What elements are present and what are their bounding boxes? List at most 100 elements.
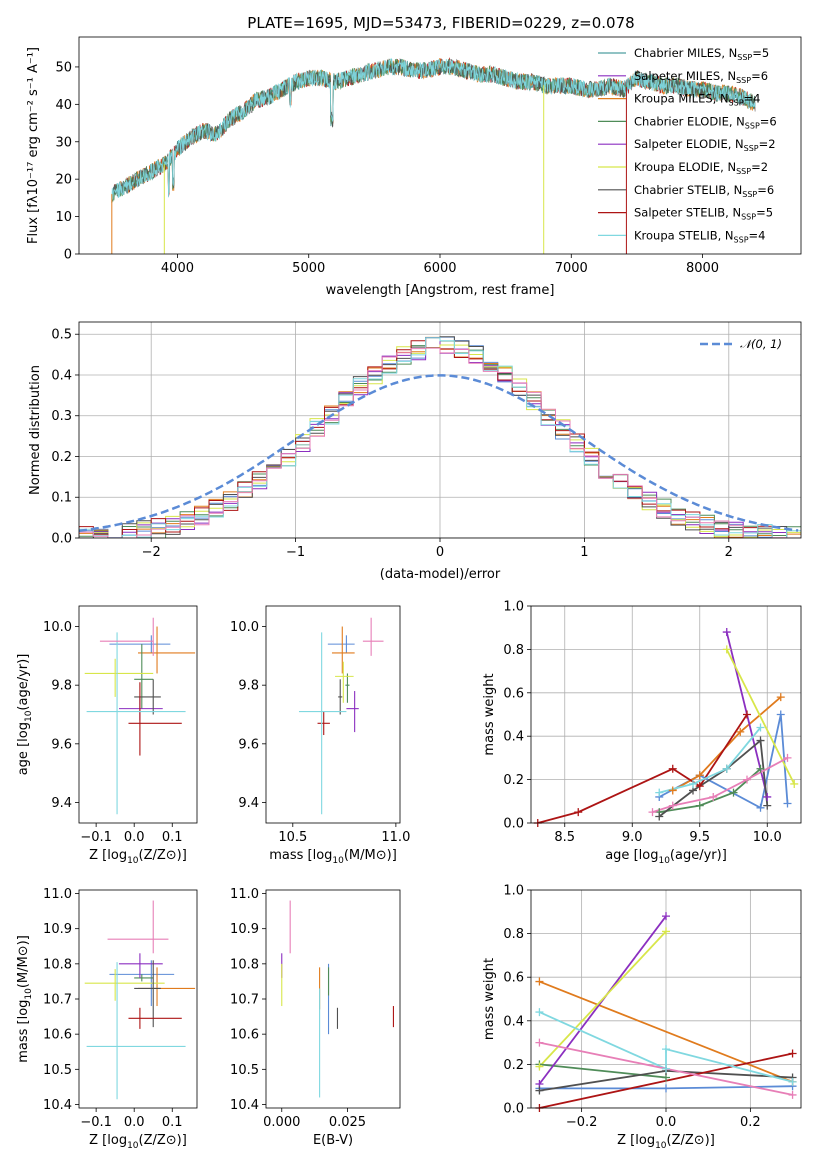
y-tick-label: 10.4 bbox=[230, 1098, 259, 1113]
weight-marker bbox=[756, 764, 765, 773]
weight-marker bbox=[695, 782, 704, 791]
weight-marker bbox=[783, 799, 792, 808]
y-tick-label: 10.7 bbox=[230, 993, 259, 1008]
y-axis-label: mass weight bbox=[482, 958, 497, 1040]
weight-line bbox=[539, 1063, 667, 1079]
plot-area bbox=[111, 57, 756, 254]
weight-marker bbox=[776, 710, 785, 719]
y-tick-label: 0.6 bbox=[503, 686, 524, 701]
weight-marker bbox=[668, 801, 677, 810]
x-tick-label: 0.0 bbox=[656, 1115, 677, 1130]
panel-mass_vs_ebv: 0.000 0.025 10.4 10.5 10.6 10.7 10.8 10.9 11.0 E(… bbox=[230, 887, 401, 1148]
x-axis-label: Z [log10(Z/Z⊙)] bbox=[89, 1133, 187, 1151]
weight-marker bbox=[743, 710, 751, 719]
plot-area bbox=[298, 617, 384, 815]
weight-marker bbox=[662, 912, 670, 921]
x-tick-label: 4000 bbox=[161, 261, 194, 276]
x-tick-label: 0 bbox=[436, 545, 444, 560]
axes-frame bbox=[78, 321, 802, 539]
weight-marker bbox=[655, 812, 664, 821]
y-tick-label: 0.2 bbox=[51, 450, 72, 465]
x-tick-label: 1 bbox=[580, 545, 588, 560]
x-axis-label: E(B-V) bbox=[313, 1133, 353, 1148]
legend: Chabrier MILES, NSSP=5 Salpeter MILES, NS… bbox=[598, 46, 777, 244]
panel-weight_vs_Z: −0.2 0.0 0.2 0.0 0.2 0.4 0.6 0.8 1.0 mass weight Z… bbox=[482, 884, 802, 1151]
y-tick-label: 0.2 bbox=[503, 773, 524, 788]
y-tick-label: 0 bbox=[64, 248, 72, 263]
weight-line bbox=[658, 714, 789, 810]
y-axis-label: Flux [fλ10⁻¹⁷ erg cm⁻² s⁻¹ A⁻¹] bbox=[26, 47, 41, 244]
y-tick-label: 10.0 bbox=[43, 620, 72, 635]
x-tick-label: −0.2 bbox=[566, 1115, 598, 1130]
x-axis-label: wavelength [Angstrom, rest frame] bbox=[326, 283, 555, 298]
y-tick-label: 0.0 bbox=[503, 817, 524, 832]
x-tick-label: 0.0 bbox=[124, 830, 145, 845]
panel-spectrum: 4000 5000 6000 7000 8000 0 10 20 30 40 50 wavelengt… bbox=[26, 36, 802, 298]
y-tick-label: 0.6 bbox=[503, 971, 524, 986]
plot-area bbox=[84, 900, 196, 1100]
x-tick-label: 10.5 bbox=[278, 830, 307, 845]
plot-area bbox=[531, 606, 801, 823]
weight-marker bbox=[709, 792, 718, 801]
weight-line bbox=[537, 714, 748, 823]
y-tick-label: 0.8 bbox=[503, 927, 524, 942]
y-tick-label: 10.9 bbox=[230, 922, 259, 937]
weight-marker bbox=[655, 788, 664, 797]
weight-marker bbox=[535, 1062, 544, 1071]
y-tick-label: 10 bbox=[55, 210, 72, 225]
weight-marker bbox=[535, 1086, 544, 1095]
weight-marker bbox=[689, 779, 697, 788]
figure-title: PLATE=1695, MJD=53473, FIBERID=0229, z=0… bbox=[247, 14, 634, 32]
x-axis-label: (data-model)/error bbox=[380, 567, 501, 582]
weight-marker bbox=[662, 1084, 670, 1093]
weight-marker bbox=[756, 736, 765, 745]
y-tick-label: 10.6 bbox=[230, 1028, 259, 1043]
x-tick-label: 0.0 bbox=[124, 1115, 145, 1130]
x-tick-label: 6000 bbox=[423, 261, 456, 276]
weight-marker bbox=[743, 775, 751, 784]
weight-marker bbox=[776, 693, 785, 702]
weight-marker bbox=[722, 645, 731, 654]
x-tick-label: −1 bbox=[286, 545, 305, 560]
weight-marker bbox=[574, 808, 583, 817]
weight-line bbox=[539, 980, 793, 1083]
x-tick-label: 0.2 bbox=[740, 1115, 761, 1130]
y-tick-label: 10.8 bbox=[43, 957, 72, 972]
y-tick-label: 30 bbox=[55, 135, 72, 150]
weight-marker bbox=[535, 1008, 544, 1017]
y-tick-label: 0.0 bbox=[51, 532, 72, 547]
panel-age_vs_Z: −0.1 0.0 0.1 9.4 9.6 9.8 10.0 Z [log10(Z/Z⊙)] ag… bbox=[16, 605, 198, 866]
y-tick-label: 0.4 bbox=[503, 730, 524, 745]
x-tick-label: 2 bbox=[725, 545, 733, 560]
y-tick-label: 9.4 bbox=[51, 796, 72, 811]
y-axis-label: Normed distribution bbox=[28, 365, 43, 495]
x-axis-label: Z [log10(Z/Z⊙)] bbox=[617, 1133, 715, 1151]
weight-marker bbox=[736, 727, 745, 736]
x-axis-label: Z [log10(Z/Z⊙)] bbox=[89, 848, 187, 866]
legend-entry: Kroupa STELIB, NSSP=4 bbox=[634, 228, 765, 244]
x-tick-label: 8000 bbox=[686, 261, 719, 276]
gaussian-curve bbox=[79, 374, 799, 533]
y-tick-label: 0.1 bbox=[51, 491, 72, 506]
weight-marker bbox=[756, 803, 765, 812]
legend-entry: Chabrier STELIB, NSSP=6 bbox=[634, 183, 774, 199]
plot-area bbox=[84, 617, 196, 815]
panel-weight_vs_age: 8.5 9.0 9.5 10.0 0.0 0.2 0.4 0.6 0.8 1.0 mass weig… bbox=[482, 600, 802, 866]
y-tick-label: 0.0 bbox=[503, 1102, 524, 1117]
y-tick-label: 0.2 bbox=[503, 1058, 524, 1073]
legend-entry: Chabrier MILES, NSSP=5 bbox=[634, 46, 769, 62]
x-tick-label: 0.1 bbox=[162, 1115, 183, 1130]
y-tick-label: 9.8 bbox=[51, 679, 72, 694]
y-tick-label: 11.0 bbox=[230, 887, 259, 902]
weight-marker bbox=[668, 764, 677, 773]
weight-marker bbox=[695, 771, 704, 780]
y-tick-label: 0.3 bbox=[51, 409, 72, 424]
y-tick-label: 10.5 bbox=[43, 1063, 72, 1078]
x-tick-label: 11.0 bbox=[381, 830, 410, 845]
weight-marker bbox=[788, 1049, 797, 1058]
panel-residuals: −2 −1 0 1 2 0.0 0.1 0.2 0.3 0.4 0.5 𝒩(0, 1) (data-mo… bbox=[28, 321, 802, 582]
axes-frame bbox=[265, 889, 401, 1109]
y-tick-label: 9.6 bbox=[51, 737, 72, 752]
legend-entry: Chabrier ELODIE, NSSP=6 bbox=[634, 114, 777, 130]
weight-marker bbox=[535, 1038, 544, 1047]
